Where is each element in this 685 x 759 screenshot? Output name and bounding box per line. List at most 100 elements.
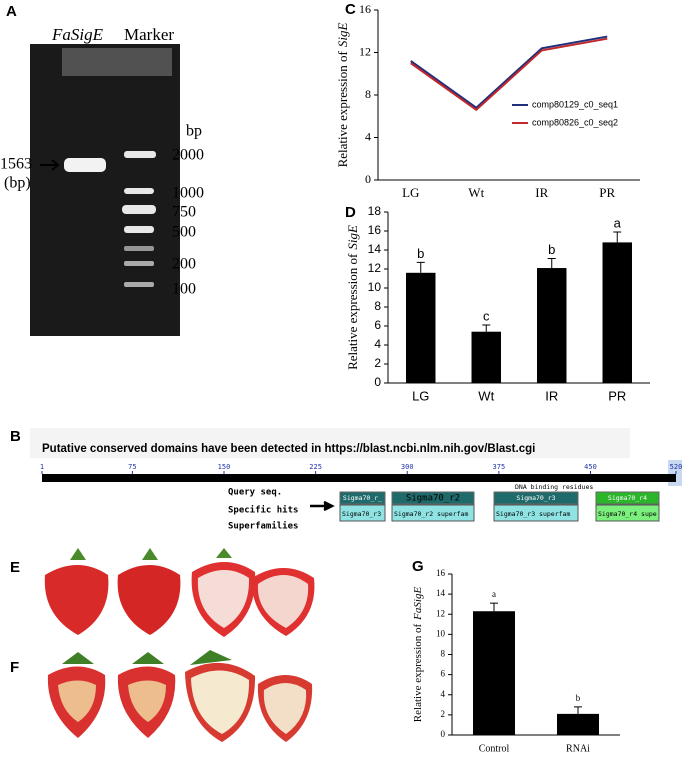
hit-label: Sigma70_r_ [343,494,382,502]
hit-box [391,491,475,505]
error-bar [574,706,582,714]
y-tick-label: 16 [436,568,446,578]
x-tick-label: LG [402,185,419,200]
ruler-label: 150 [218,463,231,471]
superfamily-box [493,504,579,522]
y-axis-label-italic: FaSigE [412,587,424,621]
gel-well [62,48,172,76]
bar [537,268,567,383]
x-tick-label: IR [545,388,558,403]
gel [30,44,180,336]
hit-label: Sigma70_r3 [516,494,555,502]
y-tick-label: 12 [359,44,371,58]
chart: C Relative expression of SigE 0 4 8 12 16 LG Wt IR… [335,1,640,200]
x-tick-label: Wt [478,388,494,403]
y-axis-label-italic: SigE [345,225,360,250]
ruler-label: 225 [309,463,322,471]
y-tick-label: 10 [368,280,382,294]
y-tick-label: 0 [365,172,371,186]
query-bar [42,474,676,482]
superfamily-box [339,504,386,522]
sample-band [64,158,106,172]
y-tick-label: 8 [365,87,371,101]
ladder-label: 100 [172,281,196,298]
y-axis-label-text: Relative expression of [335,50,350,167]
y-tick-label: 4 [365,129,371,143]
y-tick-label: 0 [374,375,381,389]
row-label: Superfamilies [228,521,298,532]
y-axis-label-text: Relative expression of [412,623,424,722]
panel-label: G [412,558,424,575]
x-tick-label: RNAi [566,743,590,754]
ruler-label: 1 [40,463,44,471]
ladder-label: 500 [172,224,196,241]
significance-label: b [576,693,581,703]
hit-box [595,491,660,505]
sample-label: (bp) [4,175,31,192]
ruler-label: 75 [128,463,136,471]
panel-label: B [10,428,21,445]
sample-label: 1563 [0,156,32,173]
error-bar [490,602,498,612]
residues-label: DNA binding residues [515,483,593,491]
y-axis-label: Relative expression of SigE [345,225,360,370]
legend-label: comp80826_c0_seq2 [532,117,618,127]
y-tick-label: 0 [441,729,446,739]
error-bar [416,261,425,273]
x-tick-label: PR [608,388,626,403]
y-axis-label: Relative expression of FaSigE [412,587,424,723]
y-tick-label: 8 [374,299,381,313]
superfamily-box [595,504,660,522]
legend-box [512,95,640,137]
x-tick-label: Control [479,743,510,754]
error-bar [547,258,556,269]
significance-label: c [483,308,490,323]
y-tick-label: 2 [441,709,446,719]
row-label: Query seq. [228,488,282,498]
y-tick-label: 14 [436,588,446,598]
y-tick-label: 12 [436,608,445,618]
domain-title: Putative conserved domains have been det… [42,443,535,455]
y-tick-label: 16 [368,223,382,237]
panel-label: C [345,1,356,18]
ladder [122,151,156,287]
x-tick-label: IR [535,185,548,200]
panel-label: D [345,204,356,221]
panel-label: E [10,559,20,576]
hit-label: Sigma70_r4 [608,494,647,502]
superfamily-label: Sigma70_r2 superfam [394,510,468,518]
y-tick-label: 8 [441,649,446,659]
error-bar [482,324,491,332]
y-axis-label-italic: SigE [335,23,350,48]
y-axis-label: Relative expression of SigE [335,23,350,168]
chart: D Relative expression of SigE 0 2 4 6 8 10 12 14 16… [345,204,650,403]
chart: G Relative expression of FaSigE 0 2 4 6 8 10 12 14… [412,558,620,754]
lane-label: Marker [124,25,174,44]
y-tick-label: 4 [441,689,446,699]
legend-label: comp80129_c0_seq1 [532,99,618,109]
ladder-label: 2000 [172,147,204,164]
banner [30,428,630,458]
y-tick-label: 6 [441,669,446,679]
ladder-label: 1000 [172,185,204,202]
arrow [310,500,335,512]
y-tick-label: 6 [374,318,381,332]
y-tick-label: 18 [368,204,382,218]
line [410,37,608,112]
ruler-label: 300 [401,463,414,471]
ladder-label: 200 [172,256,196,273]
x-tick-label: PR [599,185,615,200]
ladder-label: 750 [172,204,196,221]
y-tick-label: 12 [368,261,382,275]
bar [602,242,632,383]
bar [471,331,501,383]
significance-label: b [417,246,424,261]
bar [406,272,436,383]
ruler-label: 520 [670,463,683,471]
arrow [40,159,60,171]
photo-e [44,548,315,637]
hit-box [339,491,386,505]
unit-label: bp [186,123,202,140]
lane-label: FaSigE [51,25,104,44]
